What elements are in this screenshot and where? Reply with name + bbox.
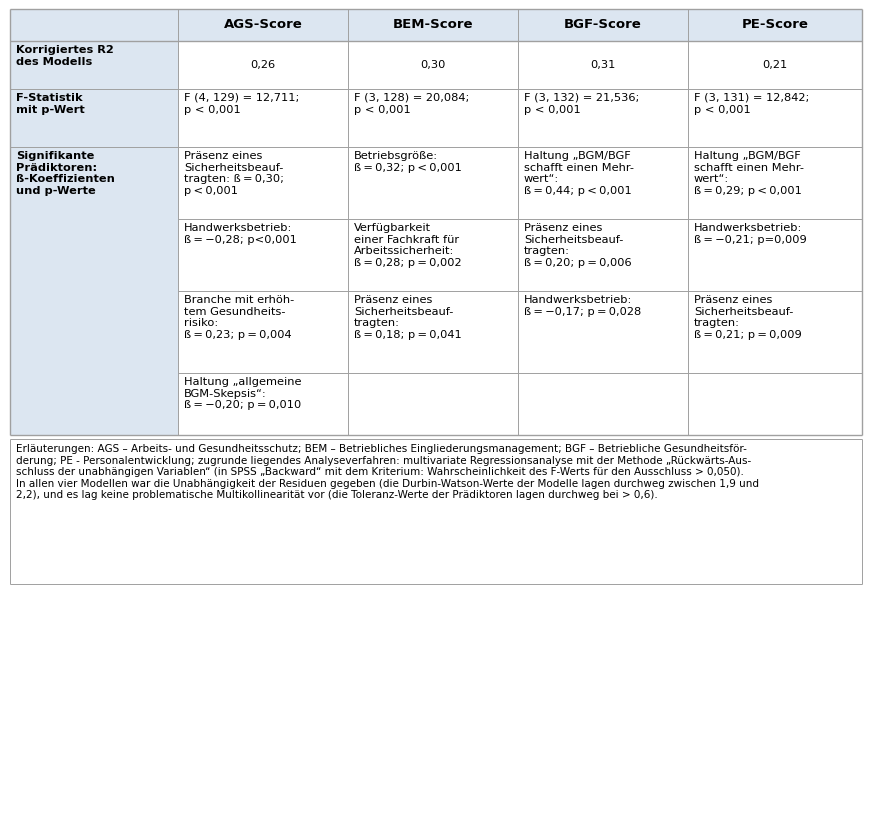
Text: Erläuterungen: AGS – Arbeits- und Gesundheitsschutz; BEM – Betriebliches Einglie: Erläuterungen: AGS – Arbeits- und Gesund… (16, 444, 759, 500)
Bar (178, 291, 862, 373)
Text: Präsenz eines
Sicherheitsbeauf-
tragten:
ß = 0,20; p = 0,006: Präsenz eines Sicherheitsbeauf- tragten:… (524, 223, 631, 268)
Text: F (3, 128) = 20,084;
p < 0,001: F (3, 128) = 20,084; p < 0,001 (354, 93, 469, 115)
Text: Präsenz eines
Sicherheitsbeauf-
tragten:
ß = 0,18; p = 0,041: Präsenz eines Sicherheitsbeauf- tragten:… (354, 295, 462, 340)
Text: BEM-Score: BEM-Score (392, 19, 473, 31)
Bar (178, 89, 862, 147)
Text: 0,30: 0,30 (420, 60, 446, 70)
Bar (10, 9, 862, 41)
Text: F (3, 131) = 12,842;
p < 0,001: F (3, 131) = 12,842; p < 0,001 (694, 93, 809, 115)
Bar (178, 147, 862, 219)
Text: PE-Score: PE-Score (741, 19, 808, 31)
Text: Signifikante
Prädiktoren:
ß-Koeffizienten
und p-Werte: Signifikante Prädiktoren: ß-Koeffiziente… (16, 151, 115, 196)
Bar (10, 89, 178, 147)
Text: F (4, 129) = 12,711;
p < 0,001: F (4, 129) = 12,711; p < 0,001 (184, 93, 299, 115)
Text: Präsenz eines
Sicherheitsbeauf-
tragten:
ß = 0,21; p = 0,009: Präsenz eines Sicherheitsbeauf- tragten:… (694, 295, 801, 340)
Text: 0,26: 0,26 (250, 60, 276, 70)
Text: Haltung „BGM/BGF
schafft einen Mehr-
wert“:
ß = 0,44; p < 0,001: Haltung „BGM/BGF schafft einen Mehr- wer… (524, 151, 634, 196)
Text: Korrigiertes R2
des Modells: Korrigiertes R2 des Modells (16, 45, 113, 66)
Bar (10, 439, 862, 584)
Text: AGS-Score: AGS-Score (223, 19, 303, 31)
Text: Handwerksbetrieb:
ß = −0,21; p=0,009: Handwerksbetrieb: ß = −0,21; p=0,009 (694, 223, 807, 245)
Text: Handwerksbetrieb:
ß = −0,17; p = 0,028: Handwerksbetrieb: ß = −0,17; p = 0,028 (524, 295, 641, 317)
Text: Präsenz eines
Sicherheitsbeauf-
tragten: ß = 0,30;
p < 0,001: Präsenz eines Sicherheitsbeauf- tragten:… (184, 151, 284, 196)
Text: 0,21: 0,21 (762, 60, 787, 70)
Text: Haltung „allgemeine
BGM-Skepsis“:
ß = −0,20; p = 0,010: Haltung „allgemeine BGM-Skepsis“: ß = −0… (184, 377, 302, 410)
Text: Haltung „BGM/BGF
schafft einen Mehr-
wert“:
ß = 0,29; p < 0,001: Haltung „BGM/BGF schafft einen Mehr- wer… (694, 151, 804, 196)
Text: BGF-Score: BGF-Score (564, 19, 642, 31)
Text: F-Statistik
mit p-Wert: F-Statistik mit p-Wert (16, 93, 85, 115)
Bar (10, 41, 178, 89)
Bar (178, 219, 862, 291)
Bar (178, 373, 862, 435)
Text: Betriebsgröße:
ß = 0,32; p < 0,001: Betriebsgröße: ß = 0,32; p < 0,001 (354, 151, 462, 173)
Text: Verfügbarkeit
einer Fachkraft für
Arbeitssicherheit:
ß = 0,28; p = 0,002: Verfügbarkeit einer Fachkraft für Arbeit… (354, 223, 461, 268)
Bar (178, 41, 862, 89)
Text: Branche mit erhöh-
tem Gesundheits-
risiko:
ß = 0,23; p = 0,004: Branche mit erhöh- tem Gesundheits- risi… (184, 295, 294, 340)
Text: Handwerksbetrieb:
ß = −0,28; p<0,001: Handwerksbetrieb: ß = −0,28; p<0,001 (184, 223, 296, 245)
Bar (10, 147, 178, 435)
Text: F (3, 132) = 21,536;
p < 0,001: F (3, 132) = 21,536; p < 0,001 (524, 93, 639, 115)
Text: 0,31: 0,31 (590, 60, 616, 70)
